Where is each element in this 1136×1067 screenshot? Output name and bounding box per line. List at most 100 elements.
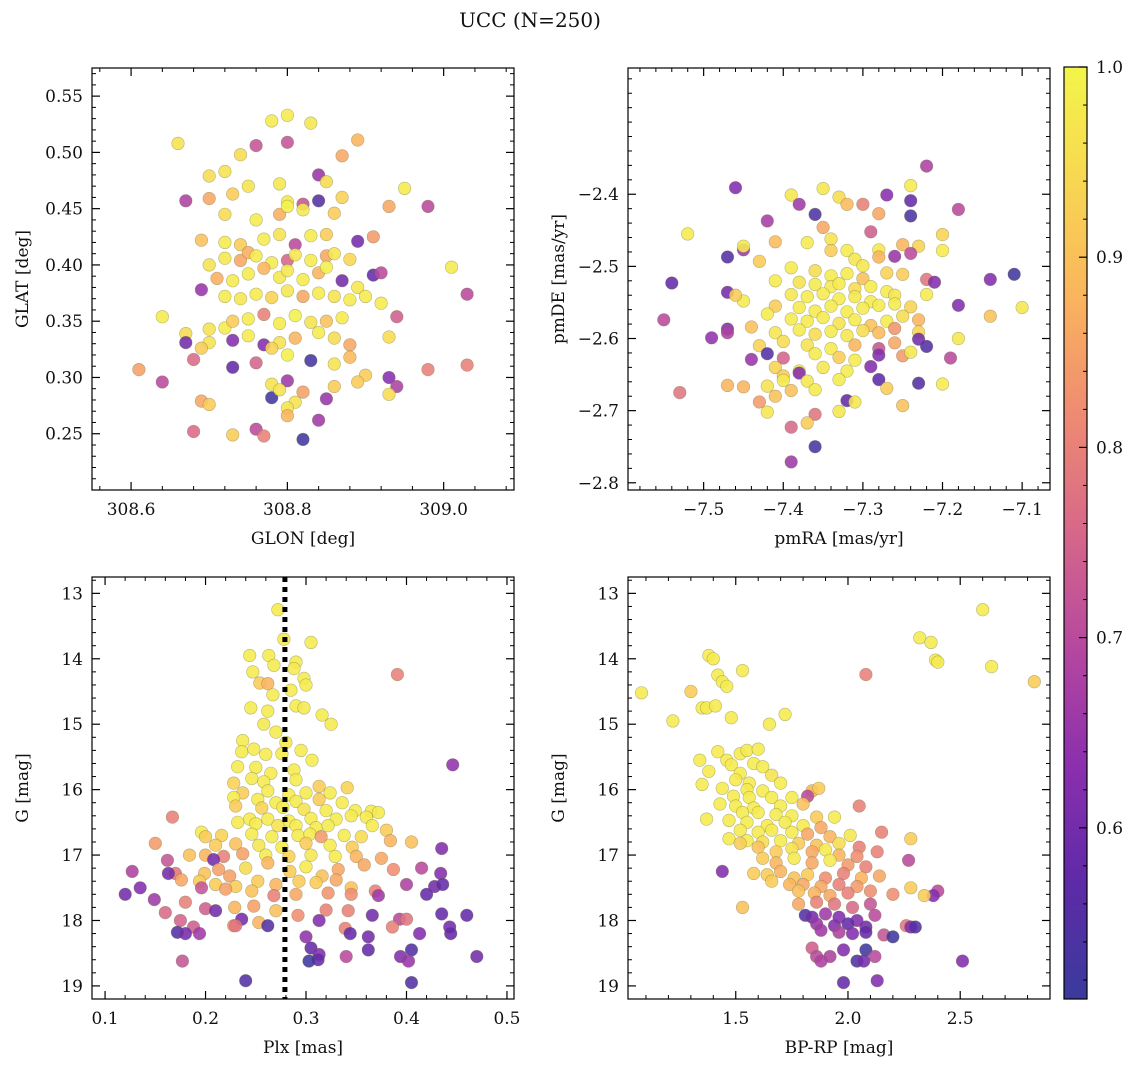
- scatter-point: [800, 416, 814, 430]
- scatter-point: [840, 364, 854, 378]
- scatter-point: [845, 900, 860, 915]
- scatter-point: [215, 828, 229, 843]
- scatter-point: [832, 373, 846, 387]
- scatter-point: [194, 233, 208, 247]
- scatter-point: [904, 209, 918, 223]
- x-tick-label: 308.6: [107, 500, 156, 520]
- scatter-point: [351, 133, 365, 147]
- scatter-point: [744, 320, 759, 334]
- scatter-point: [304, 253, 318, 267]
- scatter-point: [832, 190, 846, 204]
- scatter-point: [784, 383, 798, 398]
- scatter-point: [904, 179, 918, 193]
- scatter-point: [269, 904, 283, 918]
- scatter-point: [244, 701, 258, 715]
- scatter-point: [265, 114, 279, 128]
- scatter-point: [312, 779, 326, 794]
- scatter-point: [312, 286, 326, 300]
- scatter-point: [243, 648, 257, 663]
- scatter-point: [280, 199, 295, 213]
- scatter-point: [413, 926, 427, 941]
- scatter-point: [863, 884, 878, 898]
- scatter-point: [288, 248, 302, 262]
- scatter-point: [251, 874, 265, 888]
- scatter-point: [343, 926, 357, 941]
- scatter-point: [280, 108, 295, 122]
- scatter-point: [239, 974, 253, 988]
- scatter-point: [304, 116, 318, 130]
- scatter-point: [446, 758, 460, 772]
- scatter-point: [711, 745, 725, 759]
- scatter-point: [812, 781, 826, 795]
- scatter-point: [299, 860, 313, 874]
- scatter-point: [179, 194, 193, 208]
- scatter-point: [832, 836, 846, 850]
- scatter-point: [288, 331, 302, 345]
- scatter-point: [341, 904, 355, 918]
- scatter-point: [809, 895, 824, 909]
- scatter-point: [823, 830, 837, 844]
- scatter-point: [261, 856, 275, 870]
- scatter-point: [784, 261, 798, 275]
- scatter-point: [218, 207, 232, 221]
- scatter-point: [404, 943, 419, 957]
- scatter-point: [226, 187, 240, 201]
- scatter-point: [706, 652, 720, 666]
- scatter-point: [321, 886, 335, 900]
- scatter-point: [218, 251, 232, 265]
- scatter-point: [856, 259, 870, 273]
- scatter-point: [720, 250, 735, 264]
- y-tick-label: 19: [61, 977, 83, 997]
- scatter-point: [280, 284, 295, 298]
- scatter-point: [722, 813, 736, 828]
- y-tick-label: 14: [597, 650, 619, 670]
- scatter-point: [257, 717, 271, 731]
- scatter-point: [273, 316, 287, 331]
- scatter-point: [840, 305, 854, 319]
- scatter-point: [351, 375, 365, 389]
- scatter-point: [309, 875, 323, 890]
- scatter-point: [209, 838, 223, 852]
- scatter-point: [241, 329, 255, 343]
- scatter-point: [261, 784, 275, 798]
- scatter-point: [751, 742, 765, 756]
- scatter-point: [288, 309, 302, 323]
- scatter-point: [257, 429, 271, 443]
- scatter-point: [951, 331, 966, 346]
- x-tick-label: 0.3: [292, 1009, 319, 1029]
- scatter-point: [245, 771, 259, 786]
- scatter-point: [280, 374, 295, 388]
- x-tick-label: −7.4: [763, 500, 804, 520]
- scatter-point: [374, 851, 389, 865]
- scatter-points: [657, 159, 1029, 469]
- scatter-point: [848, 395, 862, 409]
- scatter-point: [390, 310, 404, 324]
- scatter-point: [792, 275, 806, 289]
- y-tick-label: 0.50: [45, 143, 83, 163]
- scatter-point: [178, 895, 192, 909]
- y-axis-label: G [mag]: [13, 753, 33, 822]
- scatter-point: [374, 266, 388, 280]
- scatter-point: [776, 373, 790, 388]
- scatter-point: [249, 249, 263, 263]
- y-tick-label: 0.55: [45, 87, 83, 107]
- y-tick-label: −2.8: [578, 474, 619, 494]
- scatter-point: [673, 386, 687, 400]
- scatter-point: [724, 711, 738, 725]
- scatter-point: [904, 345, 918, 359]
- scatter-point: [351, 234, 365, 248]
- y-axis-label: G [mag]: [549, 753, 569, 822]
- y-tick-label: 0.40: [45, 256, 83, 276]
- scatter-point: [951, 298, 966, 312]
- scatter-point: [229, 799, 243, 813]
- scatter-point: [896, 309, 910, 323]
- scatter-point: [984, 659, 999, 674]
- scatter-point: [756, 784, 770, 798]
- scatter-point: [735, 663, 750, 678]
- scatter-point: [736, 239, 751, 253]
- scatter-point: [983, 272, 997, 287]
- x-tick-label: 1.5: [722, 1009, 749, 1029]
- scatter-point: [840, 197, 854, 211]
- scatter-point: [319, 260, 334, 274]
- scatter-point: [751, 805, 765, 820]
